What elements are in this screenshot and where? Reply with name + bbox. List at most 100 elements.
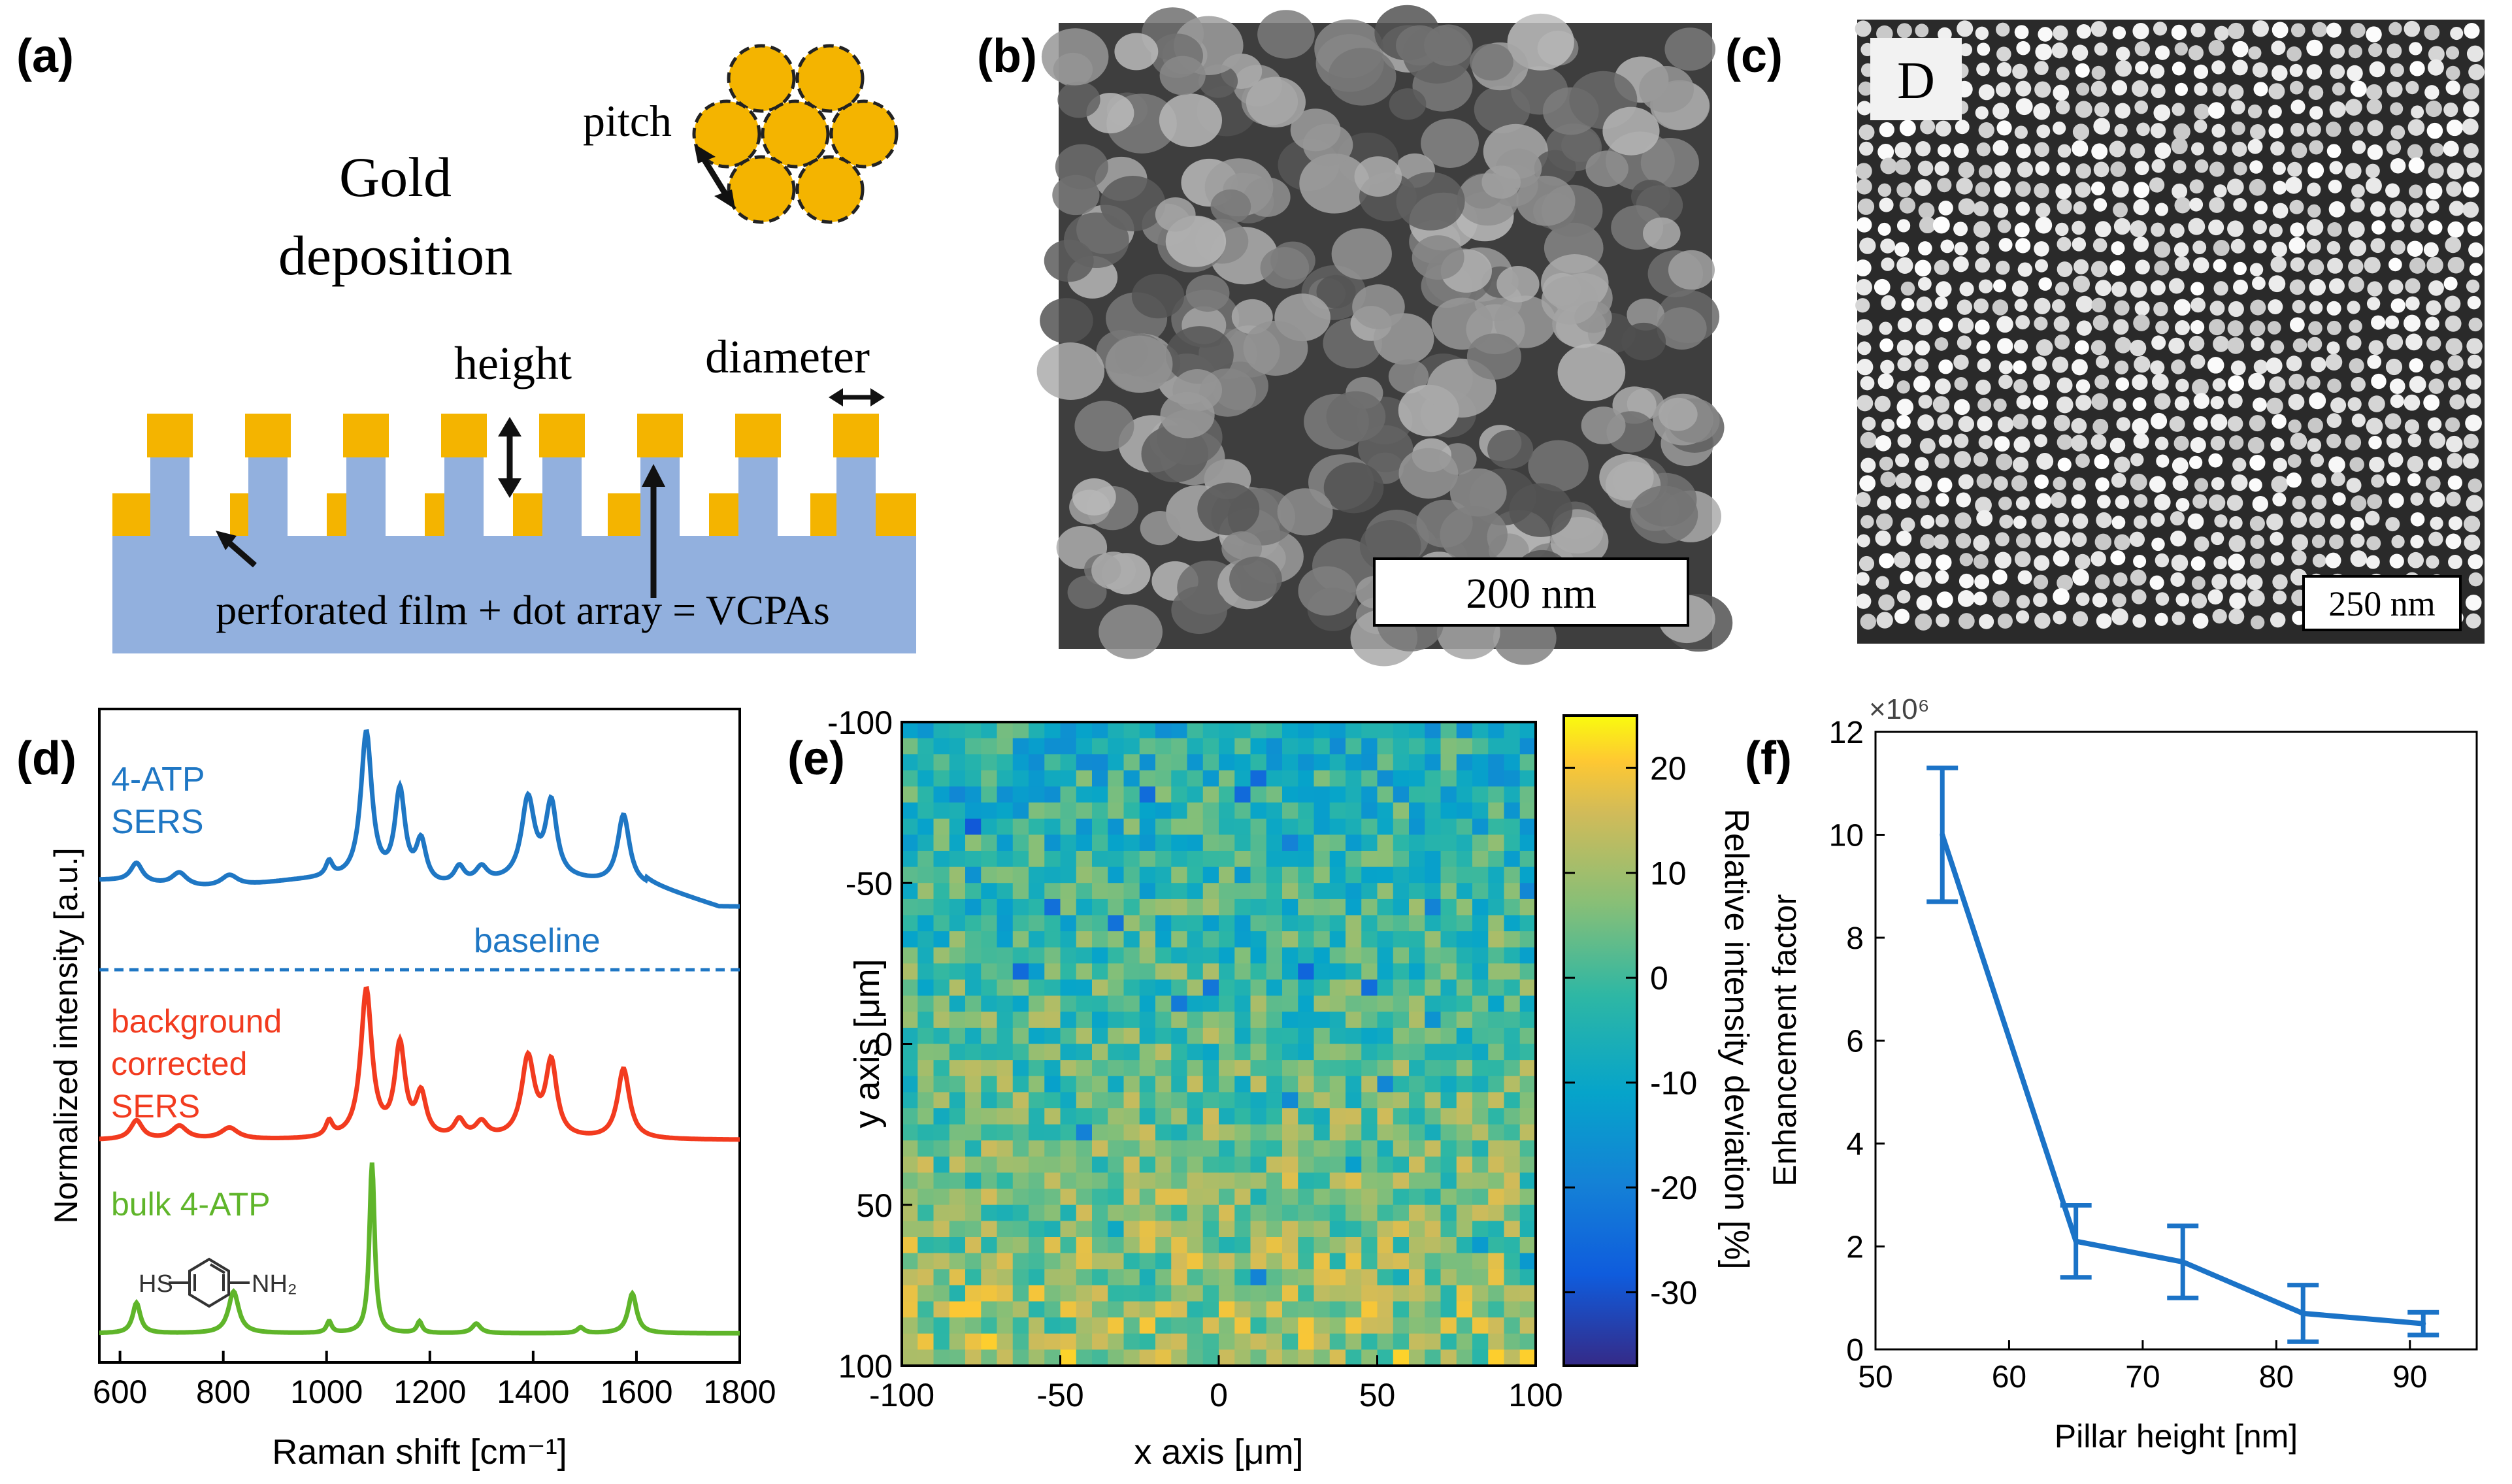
sem-dot: [2291, 534, 2308, 551]
sem-dot: [1954, 399, 1970, 416]
sem-dot: [2072, 124, 2090, 140]
sem-dot: [1998, 360, 2013, 374]
sem-dot: [2175, 593, 2190, 606]
heatmap-cell: [1472, 963, 1489, 980]
sem-dot: [2057, 199, 2072, 214]
heatmap-cell: [1504, 1092, 1521, 1109]
sem-dot: [1958, 198, 1975, 216]
heatmap-cell: [1139, 1269, 1156, 1286]
heatmap-cell: [1440, 1092, 1457, 1109]
heatmap-cell: [1519, 1156, 1536, 1174]
sem-dot: [2074, 340, 2089, 355]
sem-dot: [1954, 433, 1969, 448]
sem-dot: [2155, 592, 2170, 606]
sem-dot: [2330, 397, 2347, 414]
sem-dot: [2469, 263, 2483, 276]
sem-dot: [2032, 356, 2047, 371]
sem-dot: [2388, 257, 2402, 272]
heatmap-cell: [1346, 754, 1362, 771]
heatmap-cell: [1219, 1076, 1235, 1093]
heatmap-cell: [917, 722, 934, 739]
heatmap-cell: [917, 1189, 934, 1206]
heatmap-cell: [1346, 1076, 1362, 1093]
sem-dot: [1936, 493, 1949, 507]
heatmap-cell: [965, 1172, 982, 1189]
heatmap-cell: [1250, 1044, 1267, 1061]
sem-dot: [2270, 141, 2285, 156]
sem-dot: [2194, 120, 2207, 133]
heatmap-cell: [1425, 1012, 1442, 1029]
sem-dot: [1877, 222, 1891, 236]
heatmap-cell: [1346, 786, 1362, 803]
sem-dot: [1916, 296, 1932, 312]
sem-dot: [2367, 494, 2383, 510]
sem-dot: [2371, 315, 2386, 330]
heatmap-cell: [1139, 1156, 1156, 1174]
heatmap-cell: [1250, 1108, 1267, 1125]
heatmap-cell: [1060, 947, 1077, 964]
heatmap-cell: [1329, 963, 1346, 980]
heatmap-cell: [949, 1301, 966, 1318]
sem-dot: [1992, 569, 2008, 585]
heatmap-cell: [1361, 1012, 1378, 1029]
sem-dot: [2053, 550, 2070, 567]
heatmap-cell: [949, 1285, 966, 1302]
sem-dot: [2034, 474, 2049, 489]
heatmap-cell: [1504, 1204, 1521, 1221]
heatmap-cell: [1425, 722, 1442, 739]
sem-dot: [2231, 121, 2245, 135]
heatmap-cell: [1092, 1237, 1108, 1254]
heatmap-cell: [1329, 722, 1346, 739]
sem-dot: [2468, 554, 2483, 570]
label-bulk: bulk 4-ATP: [111, 1186, 271, 1223]
heatmap-cell: [1425, 1253, 1442, 1270]
heatmap-cell: [1425, 834, 1442, 851]
heatmap-cell: [1504, 1044, 1521, 1061]
heatmap-cell: [1504, 1333, 1521, 1350]
sem-dot: [2365, 177, 2382, 194]
heatmap-cell: [1504, 1027, 1521, 1045]
heatmap-cell: [1425, 770, 1442, 787]
sem-grain: [1431, 297, 1493, 350]
heatmap-cell: [965, 1301, 982, 1318]
heatmap-cell: [1298, 770, 1315, 787]
heatmap-cell: [1425, 899, 1442, 916]
heatmap-cell: [1393, 1317, 1410, 1334]
sem-dot: [1879, 553, 1894, 569]
heatmap-cell: [902, 866, 918, 883]
sem-dot: [2015, 610, 2030, 624]
heatmap-cell: [1298, 722, 1315, 739]
heatmap-cell: [917, 834, 934, 851]
heatmap-cell: [1393, 1253, 1410, 1270]
heatmap-cell: [1044, 931, 1061, 948]
sem-dot: [2366, 418, 2383, 435]
sem-grain: [1561, 129, 1600, 162]
heatmap-cell: [1012, 866, 1029, 883]
sem-dot: [1879, 338, 1894, 352]
sem-dot: [2268, 123, 2284, 139]
heatmap-cell: [1108, 786, 1125, 803]
heatmap-cell: [1266, 738, 1283, 755]
heatmap-cell: [1250, 1172, 1267, 1189]
sem-dot: [2212, 608, 2227, 624]
heatmap-cell: [1171, 899, 1188, 916]
sem-dot: [2172, 457, 2189, 474]
heatmap-cell: [1187, 738, 1204, 755]
heatmap-cell: [1377, 802, 1394, 819]
heatmap-cell: [1060, 1092, 1077, 1109]
heatmap-cell: [1202, 1269, 1219, 1286]
heatmap-cell: [965, 1221, 982, 1238]
heatmap-cell: [933, 1108, 950, 1125]
sem-dot: [1857, 534, 1870, 548]
heatmap-cell: [1012, 899, 1029, 916]
heatmap-cell: [1234, 1204, 1251, 1221]
sem-dot: [2189, 335, 2205, 352]
heatmap-cell: [917, 1140, 934, 1157]
heatmap-cell: [1234, 722, 1251, 739]
heatmap-cell: [1076, 722, 1093, 739]
data-point: [2180, 1259, 2186, 1265]
heatmap-cell: [1139, 802, 1156, 819]
heatmap-cell: [1377, 995, 1394, 1012]
sem-dot: [2346, 335, 2362, 351]
sem-grain: [1630, 486, 1698, 544]
